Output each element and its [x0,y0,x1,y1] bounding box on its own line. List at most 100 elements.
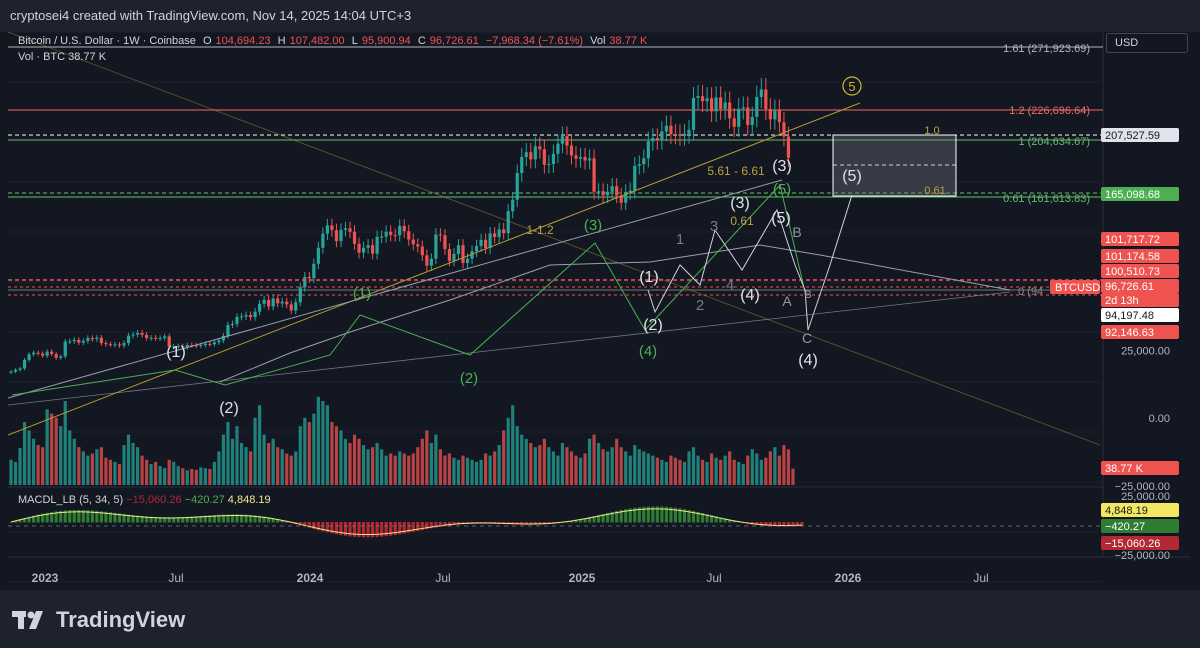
volume-bar [27,430,31,485]
x-axis-tick-label: Jul [973,571,988,585]
volume-bar [456,459,461,485]
candle-body [506,211,510,234]
macd-hist-bar [50,512,54,523]
price-marker-bg [1101,232,1179,246]
green-wave-label: (3) [584,217,602,234]
macd-hist-bar [72,509,76,523]
price-marker-bg [1101,461,1179,475]
white-wave-label: (1) [639,269,659,286]
volume-bar [624,451,628,485]
macd-hist-bar [791,522,795,527]
volume-bar [597,443,601,485]
macd-hist-bar [172,517,176,523]
volume-bar [682,461,687,485]
price-marker-label: 94,197.48 [1105,310,1154,322]
white-wave-label: (3) [772,158,792,175]
candle-body [13,369,18,372]
candle-body [786,136,791,158]
candle-body [474,245,479,252]
macd-hist-bar [569,520,574,523]
volume-bar [316,396,320,485]
macd-hist-bar [325,522,329,533]
candle-body [502,229,506,234]
candle-body [633,165,637,191]
abc-label: B [792,224,801,240]
volume-bar [673,457,678,485]
gray-wave-label: 1 [676,231,684,248]
candle-body [54,354,58,358]
candle-body [9,371,13,373]
candle-body [533,146,537,160]
volume-bar [750,449,754,485]
macd-hist-bar [280,520,284,523]
x-axis-tick-label: 2024 [297,571,324,585]
volume-bar [569,451,574,485]
macd-legend: MACDL_LB (5, 34, 5) −15,060.26 −420.27 4… [18,494,271,506]
volume-bar [723,455,727,485]
candle-body [420,246,424,256]
macd-hist-bar [253,515,257,523]
macd-hist-bar [714,516,718,523]
candle-body [493,233,497,238]
trend-line-lower [8,291,1011,406]
macd-legend-name[interactable]: MACDL_LB (5, 34, 5) [18,494,124,506]
candle-body [587,158,592,161]
volume-bar [366,449,370,485]
macd-signal-line [10,508,803,536]
candle-body [86,338,90,341]
volume-bar [506,417,510,485]
volume-bar [443,455,447,485]
price-marker-bg [1101,249,1179,263]
macd-hist-bar [678,508,682,523]
volume-bar [54,417,58,485]
volume-bar [285,453,289,485]
candle-body [176,346,180,348]
candle-body [438,234,442,236]
fib-label: 1 (204,634.67) [1018,136,1090,148]
candle-body [678,134,682,136]
symbol-name[interactable]: Bitcoin / U.S. Dollar · 1W · Coinbase [18,35,196,47]
candle-body [163,336,167,339]
chart-frame[interactable]: 1.61 (271,923.69) 1.2 (226,696.64) 1 (204,… [8,32,1190,590]
macd-hist-bar [755,522,759,526]
candle-body [714,97,718,112]
volume-bar [520,434,524,485]
macd-hist-bar [655,506,659,523]
price-chart[interactable]: 1.61 (271,923.69) 1.2 (226,696.64) 1 (204,… [8,32,1190,590]
volume-bar [438,449,442,485]
macd-hist-bar [27,516,31,523]
volume-bar [619,447,623,485]
volume-bar [280,449,284,485]
volume-bar [307,422,311,485]
candle-body [384,231,388,237]
box-label: 0.61 [924,185,945,197]
volume-bar [343,438,348,485]
candle-body [705,98,709,102]
candle-body [497,229,501,238]
macd-hist-bar [68,510,72,523]
fib-label: 0 (94 [1018,286,1043,298]
candle-body [664,125,668,132]
candle-body [556,143,560,154]
macd-hist-bar [330,522,334,534]
volume-bar [574,455,578,485]
macd-hist-bar [411,522,415,532]
volume-bar [587,438,592,485]
candle-body [334,230,339,242]
macd-hist-bar [434,522,438,528]
candle-body [27,354,31,360]
circle-five-marker [842,76,862,96]
candle-body [18,368,22,370]
low-label: L [351,35,358,47]
candle-body [316,247,320,264]
candle-body [660,131,664,140]
volume-bar [628,455,632,485]
currency-button[interactable]: USD [1106,33,1188,53]
volume-bar [244,447,248,485]
candle-body [551,153,555,164]
candle-body [285,301,289,305]
volume-bar [398,451,402,485]
candle-body [221,335,226,341]
candle-body [303,276,307,288]
candle-body [700,96,705,102]
